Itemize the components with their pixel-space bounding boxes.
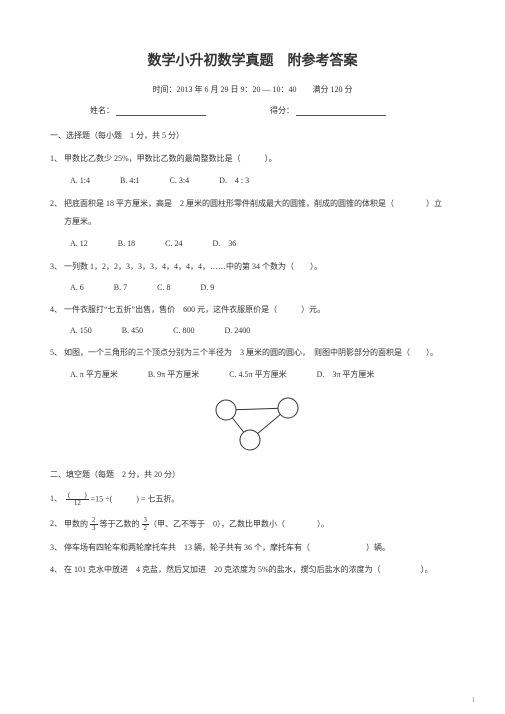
q5-A: A. π 平方厘米 [70, 369, 118, 380]
score-blank [296, 107, 386, 116]
name-label: 姓名： [90, 106, 114, 115]
q3: 3、一列数 1，2，2，3，3，3，4，4，4，4，……中的第 34 个数为（ … [50, 261, 455, 273]
q2-text1: 把底面积是 18 平方厘米，高是 2 厘米的圆柱形零件削成最大的圆锥，削成的圆锥… [64, 199, 442, 208]
q2-num: 2、 [50, 198, 64, 210]
page-title: 数学小升初数学真题 附参考答案 [50, 50, 455, 70]
q4-num: 4、 [50, 304, 64, 316]
f2-post: （甲、乙不等于 0），乙数比甲数小（ ）。 [149, 519, 329, 528]
f1-after: =15 ÷( ) = 七五折。 [91, 494, 180, 503]
f2-mid: 等于乙数的 [98, 519, 142, 528]
f2-fracB: 32 [142, 517, 150, 532]
q1: 1、甲数比乙数少 25%，甲数比乙数的最简整数比是（ ）。 [50, 153, 455, 165]
q3-B: B. 7 [114, 283, 127, 292]
q5-C: C. 4.5π 平方厘米 [229, 369, 286, 380]
f1-num: 1、 [50, 493, 64, 505]
f1-frac-bot: 12 [66, 500, 89, 507]
name-score-line: 姓名： 得分： [50, 105, 455, 116]
q4-text: 一件衣服打“七五折”出售，售价 600 元，这件衣服原价是（ ）元。 [64, 305, 325, 314]
q5-figure [50, 392, 455, 459]
q4-A: A. 150 [70, 326, 92, 335]
q3-A: A. 6 [70, 283, 84, 292]
f2-num: 2、 [50, 518, 64, 530]
section2-head: 二、填空题（每题 2 分，共 20 分） [50, 469, 455, 480]
q1-C: C. 3:4 [170, 176, 190, 185]
q1-D: D. 4 : 3 [219, 175, 249, 186]
q5-num: 5、 [50, 347, 64, 359]
exam-page: 数学小升初数学真题 附参考答案 时间：2013 年 6 月 29 日 9：20 … [0, 0, 505, 714]
q1-opts: A. 1:4 B. 4:1 C. 3:4 D. 4 : 3 [70, 175, 455, 186]
f3-text: 停车场有四轮车和两轮摩托车共 13 辆，轮子共有 36 个，摩托车有（ ）辆。 [64, 543, 390, 552]
q1-A: A. 1:4 [70, 176, 90, 185]
q2-C: C. 24 [165, 239, 182, 248]
q2-text2: 方厘米。 [64, 216, 455, 228]
f1-fraction: ( ) 12 [66, 492, 89, 507]
q2-A: A. 12 [70, 239, 88, 248]
triangle-circles-svg [178, 392, 328, 454]
q5-opts: A. π 平方厘米 B. 9π 平方厘米 C. 4.5π 平方厘米 D. 3π … [70, 369, 455, 380]
f4-num: 4、 [50, 564, 64, 576]
q4-D: D. 2400 [224, 326, 250, 335]
q3-C: C. 8 [157, 283, 170, 292]
q2-B: B. 18 [118, 239, 135, 248]
q4-opts: A. 150 B. 450 C. 800 D. 2400 [70, 326, 455, 335]
q1-num: 1、 [50, 153, 64, 165]
q4-B: B. 450 [122, 326, 143, 335]
q4: 4、一件衣服打“七五折”出售，售价 600 元，这件衣服原价是（ ）元。 [50, 304, 455, 316]
f2-fa-bot: 3 [90, 525, 98, 532]
f2-fracA: 23 [90, 517, 98, 532]
q2: 2、把底面积是 18 平方厘米，高是 2 厘米的圆柱形零件削成最大的圆锥，削成的… [50, 198, 455, 228]
f2-pre: 甲数的 [64, 519, 90, 528]
page-number: 1 [472, 696, 476, 704]
section1-head: 一、选择题（每小题 1 分，共 5 分） [50, 130, 455, 141]
f1: 1、 ( ) 12 =15 ÷( ) = 七五折。 [50, 492, 455, 507]
q2-D: D. 36 [212, 238, 236, 249]
f2: 2、甲数的 23 等于乙数的 32（甲、乙不等于 0），乙数比甲数小（ ）。 [50, 517, 455, 532]
f3-num: 3、 [50, 542, 64, 554]
q5-text: 如图，一个三角形的三个顶点分别为三个半径为 3 厘米的圆的圆心， 则图中阴影部分… [64, 348, 438, 357]
score-label: 得分： [270, 106, 294, 115]
f3: 3、停车场有四轮车和两轮摩托车共 13 辆，轮子共有 36 个，摩托车有（ ）辆… [50, 542, 455, 554]
f4-text: 在 101 克水中放进 4 克盐，然后又加进 20 克浓度为 5%的盐水，搅匀后… [64, 565, 433, 574]
q1-text: 甲数比乙数少 25%，甲数比乙数的最简整数比是（ ）。 [64, 154, 277, 163]
name-blank [116, 107, 206, 116]
q1-B: B. 4:1 [120, 176, 140, 185]
f2-fb-bot: 2 [142, 525, 150, 532]
q3-opts: A. 6 B. 7 C. 8 D. 9 [70, 283, 455, 292]
q5-B: B. 9π 平方厘米 [148, 369, 199, 380]
f4: 4、在 101 克水中放进 4 克盐，然后又加进 20 克浓度为 5%的盐水，搅… [50, 564, 455, 576]
q5: 5、如图，一个三角形的三个顶点分别为三个半径为 3 厘米的圆的圆心， 则图中阴影… [50, 347, 455, 359]
q3-D: D. 9 [200, 283, 214, 292]
q3-text: 一列数 1，2，2，3，3，3，4，4，4，4，……中的第 34 个数为（ ）。 [64, 262, 322, 271]
meta-line: 时间：2013 年 6 月 29 日 9：20 — 10：40 满分 120 分 [50, 84, 455, 95]
q3-num: 3、 [50, 261, 64, 273]
q2-opts: A. 12 B. 18 C. 24 D. 36 [70, 238, 455, 249]
q4-C: C. 800 [173, 326, 194, 335]
q5-D: D. 3π 平方厘米 [317, 369, 375, 380]
